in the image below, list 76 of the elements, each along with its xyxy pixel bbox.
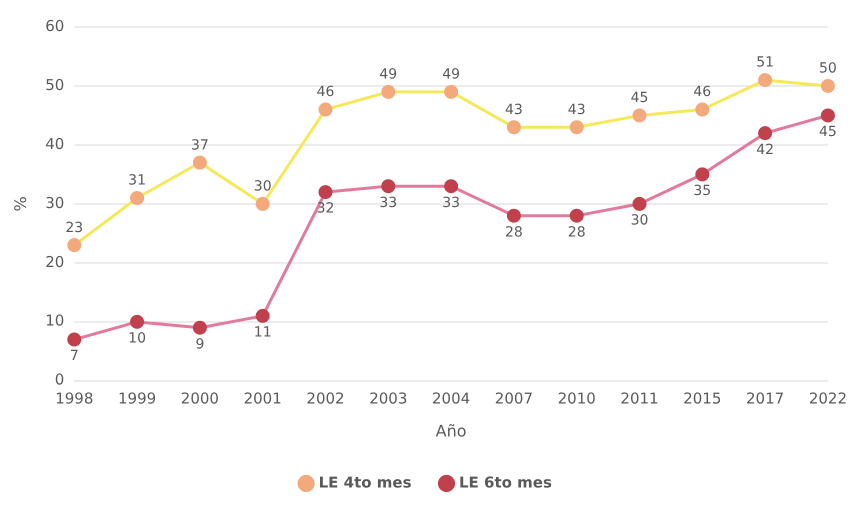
y-tick-label: 10 [45, 312, 64, 330]
data-label: 46 [693, 84, 712, 100]
data-label: 42 [756, 142, 774, 158]
point [506, 120, 521, 134]
point [570, 208, 584, 223]
data-label: 51 [756, 54, 774, 71]
point [192, 320, 207, 335]
point [632, 108, 647, 122]
y-tick-label: 60 [45, 16, 64, 35]
x-tick-label: 1999 [118, 390, 156, 408]
data-label: 31 [128, 172, 146, 189]
data-label: 30 [630, 212, 648, 229]
point [381, 179, 396, 194]
point [570, 120, 584, 134]
data-label: 32 [316, 200, 334, 217]
point [318, 102, 332, 117]
x-tick-label: 2015 [683, 390, 722, 408]
point [758, 126, 772, 140]
data-label: 33 [442, 194, 460, 211]
data-label: 9 [195, 336, 204, 352]
data-label: 28 [504, 224, 523, 240]
point [820, 108, 835, 122]
point [318, 185, 332, 200]
y-tick-label: 50 [45, 76, 64, 94]
data-label: 33 [379, 194, 398, 211]
data-label: 45 [630, 90, 648, 106]
data-label: 10 [128, 330, 146, 346]
x-tick-label: 2001 [244, 390, 282, 408]
data-label: 45 [819, 124, 837, 140]
x-tick-label: 2007 [494, 390, 533, 408]
point [67, 238, 82, 252]
data-label: 11 [254, 324, 272, 341]
legend-label: LE 4to mes [318, 473, 412, 492]
point [444, 84, 458, 99]
data-label: 50 [819, 60, 837, 77]
y-tick-label: 40 [45, 134, 64, 153]
x-tick-label: 2017 [746, 390, 784, 408]
x-tick-label: 2004 [432, 390, 470, 408]
point [695, 102, 710, 117]
point [256, 196, 270, 211]
data-label: 23 [65, 220, 84, 236]
data-label: 49 [379, 66, 398, 83]
point [256, 308, 270, 323]
point [192, 156, 207, 170]
x-tick-label: 2011 [620, 390, 659, 408]
x-tick-label: 2000 [180, 390, 219, 408]
point [820, 78, 835, 93]
point [632, 196, 647, 211]
point [506, 208, 521, 223]
x-tick-label: 2010 [558, 390, 596, 408]
data-label: 30 [254, 178, 272, 195]
x-tick-label: 1998 [55, 390, 94, 408]
x-tick-label: 2002 [306, 390, 345, 408]
point [758, 73, 772, 88]
point [130, 191, 144, 206]
data-label: 28 [568, 224, 586, 240]
data-label: 43 [568, 102, 586, 118]
legend-label: LE 6to mes [459, 473, 552, 492]
point [444, 179, 458, 194]
x-tick-label: 2022 [808, 390, 848, 408]
y-tick-label: 30 [45, 194, 64, 212]
data-label: 37 [190, 137, 209, 154]
data-label: 43 [504, 102, 523, 118]
y-axis-title: % [10, 196, 30, 212]
point [381, 84, 396, 99]
point [130, 314, 144, 329]
point [695, 167, 710, 182]
data-label: 35 [693, 183, 712, 200]
data-label: 46 [316, 84, 334, 100]
point [67, 332, 82, 347]
data-label: 7 [70, 348, 79, 364]
data-label: 49 [442, 66, 460, 83]
x-axis-title: Año [436, 422, 467, 441]
y-tick-label: 0 [54, 370, 64, 389]
y-tick-label: 20 [45, 252, 64, 271]
x-tick-label: 2003 [369, 390, 408, 408]
